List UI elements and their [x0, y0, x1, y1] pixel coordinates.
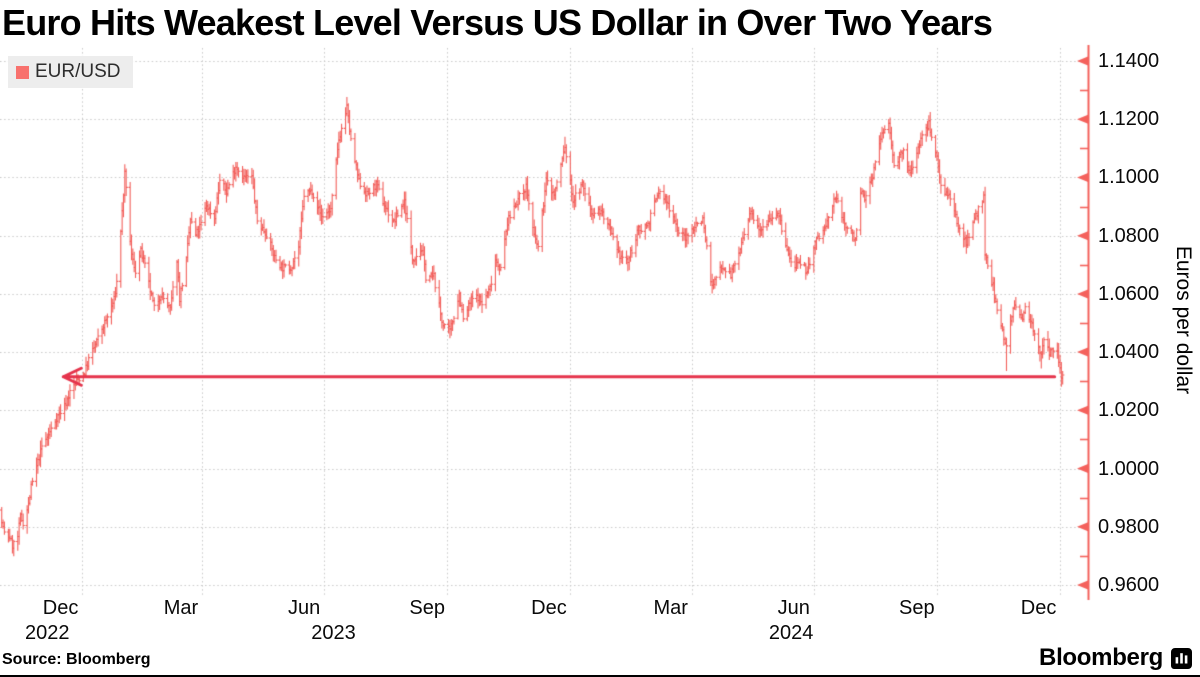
source-credit: Source: Bloomberg: [2, 651, 151, 668]
bloomberg-logo: Bloomberg: [1039, 644, 1192, 672]
bloomberg-wordmark: Bloomberg: [1039, 644, 1163, 671]
x-tick-year-label: 2024: [768, 622, 814, 644]
x-tick-year-label: 2022: [24, 622, 70, 644]
y-tick-label: 1.1200: [1098, 108, 1160, 131]
x-tick-year-label: 2023: [311, 622, 356, 644]
page-title: Euro Hits Weakest Level Versus US Dollar…: [2, 2, 993, 43]
y-tick-label: 0.9600: [1098, 573, 1160, 596]
x-tick-month-label: Dec: [531, 597, 567, 619]
x-tick-month-label: Mar: [653, 597, 688, 619]
y-tick-label: 0.9800: [1098, 515, 1160, 538]
y-axis-title: Euros per dollar: [1172, 245, 1195, 395]
y-tick-label: 1.0600: [1098, 282, 1160, 305]
legend-label: EUR/USD: [35, 61, 121, 82]
y-tick-label: 1.0800: [1098, 224, 1160, 247]
y-tick-label: 1.0200: [1098, 399, 1160, 422]
x-tick-month-label: Mar: [163, 597, 199, 619]
bloomberg-terminal-icon: [1171, 647, 1192, 669]
x-tick-month-label: Jun: [287, 597, 321, 619]
x-tick-month-label: Dec: [1020, 597, 1057, 619]
y-tick-label: 1.1400: [1098, 50, 1160, 72]
x-tick-month-label: Sep: [409, 597, 445, 619]
y-tick-label: 1.0400: [1098, 341, 1160, 364]
x-tick-month-label: Jun: [777, 597, 810, 619]
x-tick-month-label: Sep: [899, 597, 935, 619]
y-tick-label: 1.1000: [1098, 166, 1160, 189]
x-tick-month-label: Dec: [42, 597, 79, 619]
legend-swatch-icon: [16, 65, 29, 79]
y-tick-label: 1.0000: [1098, 457, 1160, 480]
legend-chip[interactable]: EUR/USD: [8, 56, 133, 88]
